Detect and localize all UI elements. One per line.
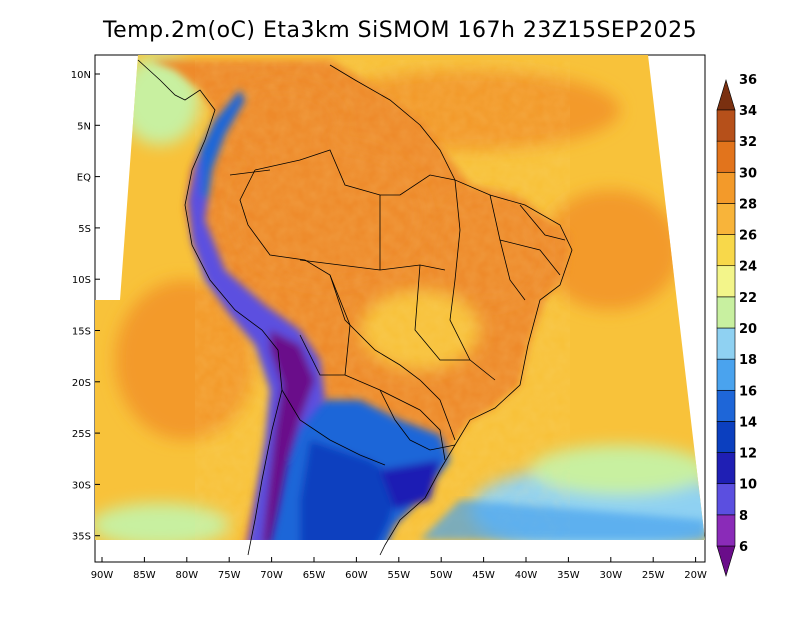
colorbar-segment: [716, 296, 736, 329]
colorbar-segment: [716, 203, 736, 235]
lon-label-90w: 90W: [91, 570, 114, 581]
colorbar-label-22: 22: [739, 291, 757, 306]
pacific-warm-area: [115, 280, 255, 440]
colorbar-label-32: 32: [739, 135, 757, 150]
atlantic-coastline: [329, 64, 573, 556]
lon-label-30w: 30W: [599, 570, 622, 581]
lon-label-55w: 55W: [387, 570, 410, 581]
lon-label-40w: 40W: [515, 570, 538, 581]
state-border-4: [414, 264, 496, 381]
brazil-west-border: [239, 169, 456, 441]
longitude-labels: 90W 85W 80W 75W 70W 65W 60W 55W 50W 45W 40W 35W 30W 2…: [91, 557, 707, 581]
andes-coldest-strip: [262, 330, 315, 540]
paraguay-border: [379, 389, 456, 451]
colorbar-segment: [716, 389, 736, 422]
colorbar: 6 8 10 12 14 16 18 20 22 24 26 28 30 32 34 36: [716, 73, 757, 578]
lon-label-85w: 85W: [133, 570, 156, 581]
lat-label-25s: 25S: [72, 429, 91, 440]
colorbar-segment: [716, 421, 736, 453]
temperature-field: [95, 55, 705, 540]
state-border-1: [449, 179, 471, 361]
lat-label-10n: 10N: [71, 70, 91, 81]
state-border-7: [499, 239, 561, 276]
colorbar-label-36: 36: [739, 73, 757, 88]
map-title: Temp.2m(oC) Eta3km SiSMOM 167h 23Z15SEP2…: [102, 18, 698, 43]
colorbar-segment: [716, 171, 736, 204]
colorbar-label-24: 24: [739, 260, 757, 275]
colorbar-segment: [716, 234, 736, 267]
lon-label-65w: 65W: [303, 570, 326, 581]
colorbar-top-arrow: [716, 78, 736, 111]
lon-label-75w: 75W: [218, 570, 241, 581]
lat-label-eq: EQ: [77, 173, 91, 184]
colorbar-segment: [716, 514, 736, 547]
lon-label-70w: 70W: [260, 570, 283, 581]
colorbar-label-14: 14: [739, 415, 757, 430]
lat-label-5s: 5S: [78, 224, 91, 235]
colorbar-segment: [716, 327, 736, 360]
southeast-cool-area-2: [530, 445, 705, 495]
colorbar-label-20: 20: [739, 322, 757, 337]
colorbar-label-12: 12: [739, 447, 757, 462]
southern-colder-area: [300, 440, 400, 540]
political-borders: [137, 59, 573, 556]
brazil-border: [254, 149, 456, 196]
northern-andes-cold-strip: [200, 90, 245, 200]
colorbar-segment: [716, 265, 736, 298]
lon-label-80w: 80W: [175, 570, 198, 581]
colorbar-label-30: 30: [739, 166, 757, 181]
lat-label-5n: 5N: [77, 121, 91, 132]
colorbar-segment: [716, 483, 736, 516]
state-border-6: [519, 204, 566, 241]
lat-label-30s: 30S: [72, 480, 91, 491]
state-border-2: [489, 194, 526, 301]
latitude-labels: 10N 5N EQ 5S 10S 15S 20S 25S 30S 35S: [71, 70, 100, 543]
colorbar-label-26: 26: [739, 229, 757, 244]
colorbar-label-16: 16: [739, 384, 757, 399]
lon-label-45w: 45W: [472, 570, 495, 581]
colorbar-label-18: 18: [739, 353, 757, 368]
chile-border: [281, 389, 386, 466]
coastline: [137, 59, 283, 556]
colorbar-bottom-arrow: [716, 545, 736, 578]
lon-label-20w: 20W: [684, 570, 707, 581]
colorbar-segment: [716, 452, 736, 485]
colorbar-label-34: 34: [739, 104, 757, 119]
lat-label-20s: 20S: [72, 378, 91, 389]
argentina-border: [344, 374, 446, 461]
northwest-cool-area: [120, 55, 200, 145]
colorbar-segment: [716, 140, 736, 173]
lon-label-35w: 35W: [557, 570, 580, 581]
colorbar-segment: [716, 358, 736, 391]
colorbar-label-28: 28: [739, 197, 757, 212]
lat-label-10s: 10S: [72, 275, 91, 286]
lon-label-60w: 60W: [345, 570, 368, 581]
south-atlantic-cool-band: [420, 500, 705, 540]
lat-label-15s: 15S: [72, 327, 91, 338]
lon-label-25w: 25W: [642, 570, 665, 581]
colorbar-label-10: 10: [739, 478, 757, 493]
lat-label-35s: 35S: [72, 532, 91, 543]
lon-label-50w: 50W: [430, 570, 453, 581]
state-border-5: [229, 169, 271, 176]
atlantic-warm-area: [540, 190, 680, 310]
amazonas-border: [299, 259, 446, 271]
colorbar-label-6: 6: [739, 540, 748, 555]
colorbar-segment: [716, 109, 736, 142]
colorbar-label-8: 8: [739, 509, 748, 524]
pacific-south-cool-area: [95, 503, 230, 540]
